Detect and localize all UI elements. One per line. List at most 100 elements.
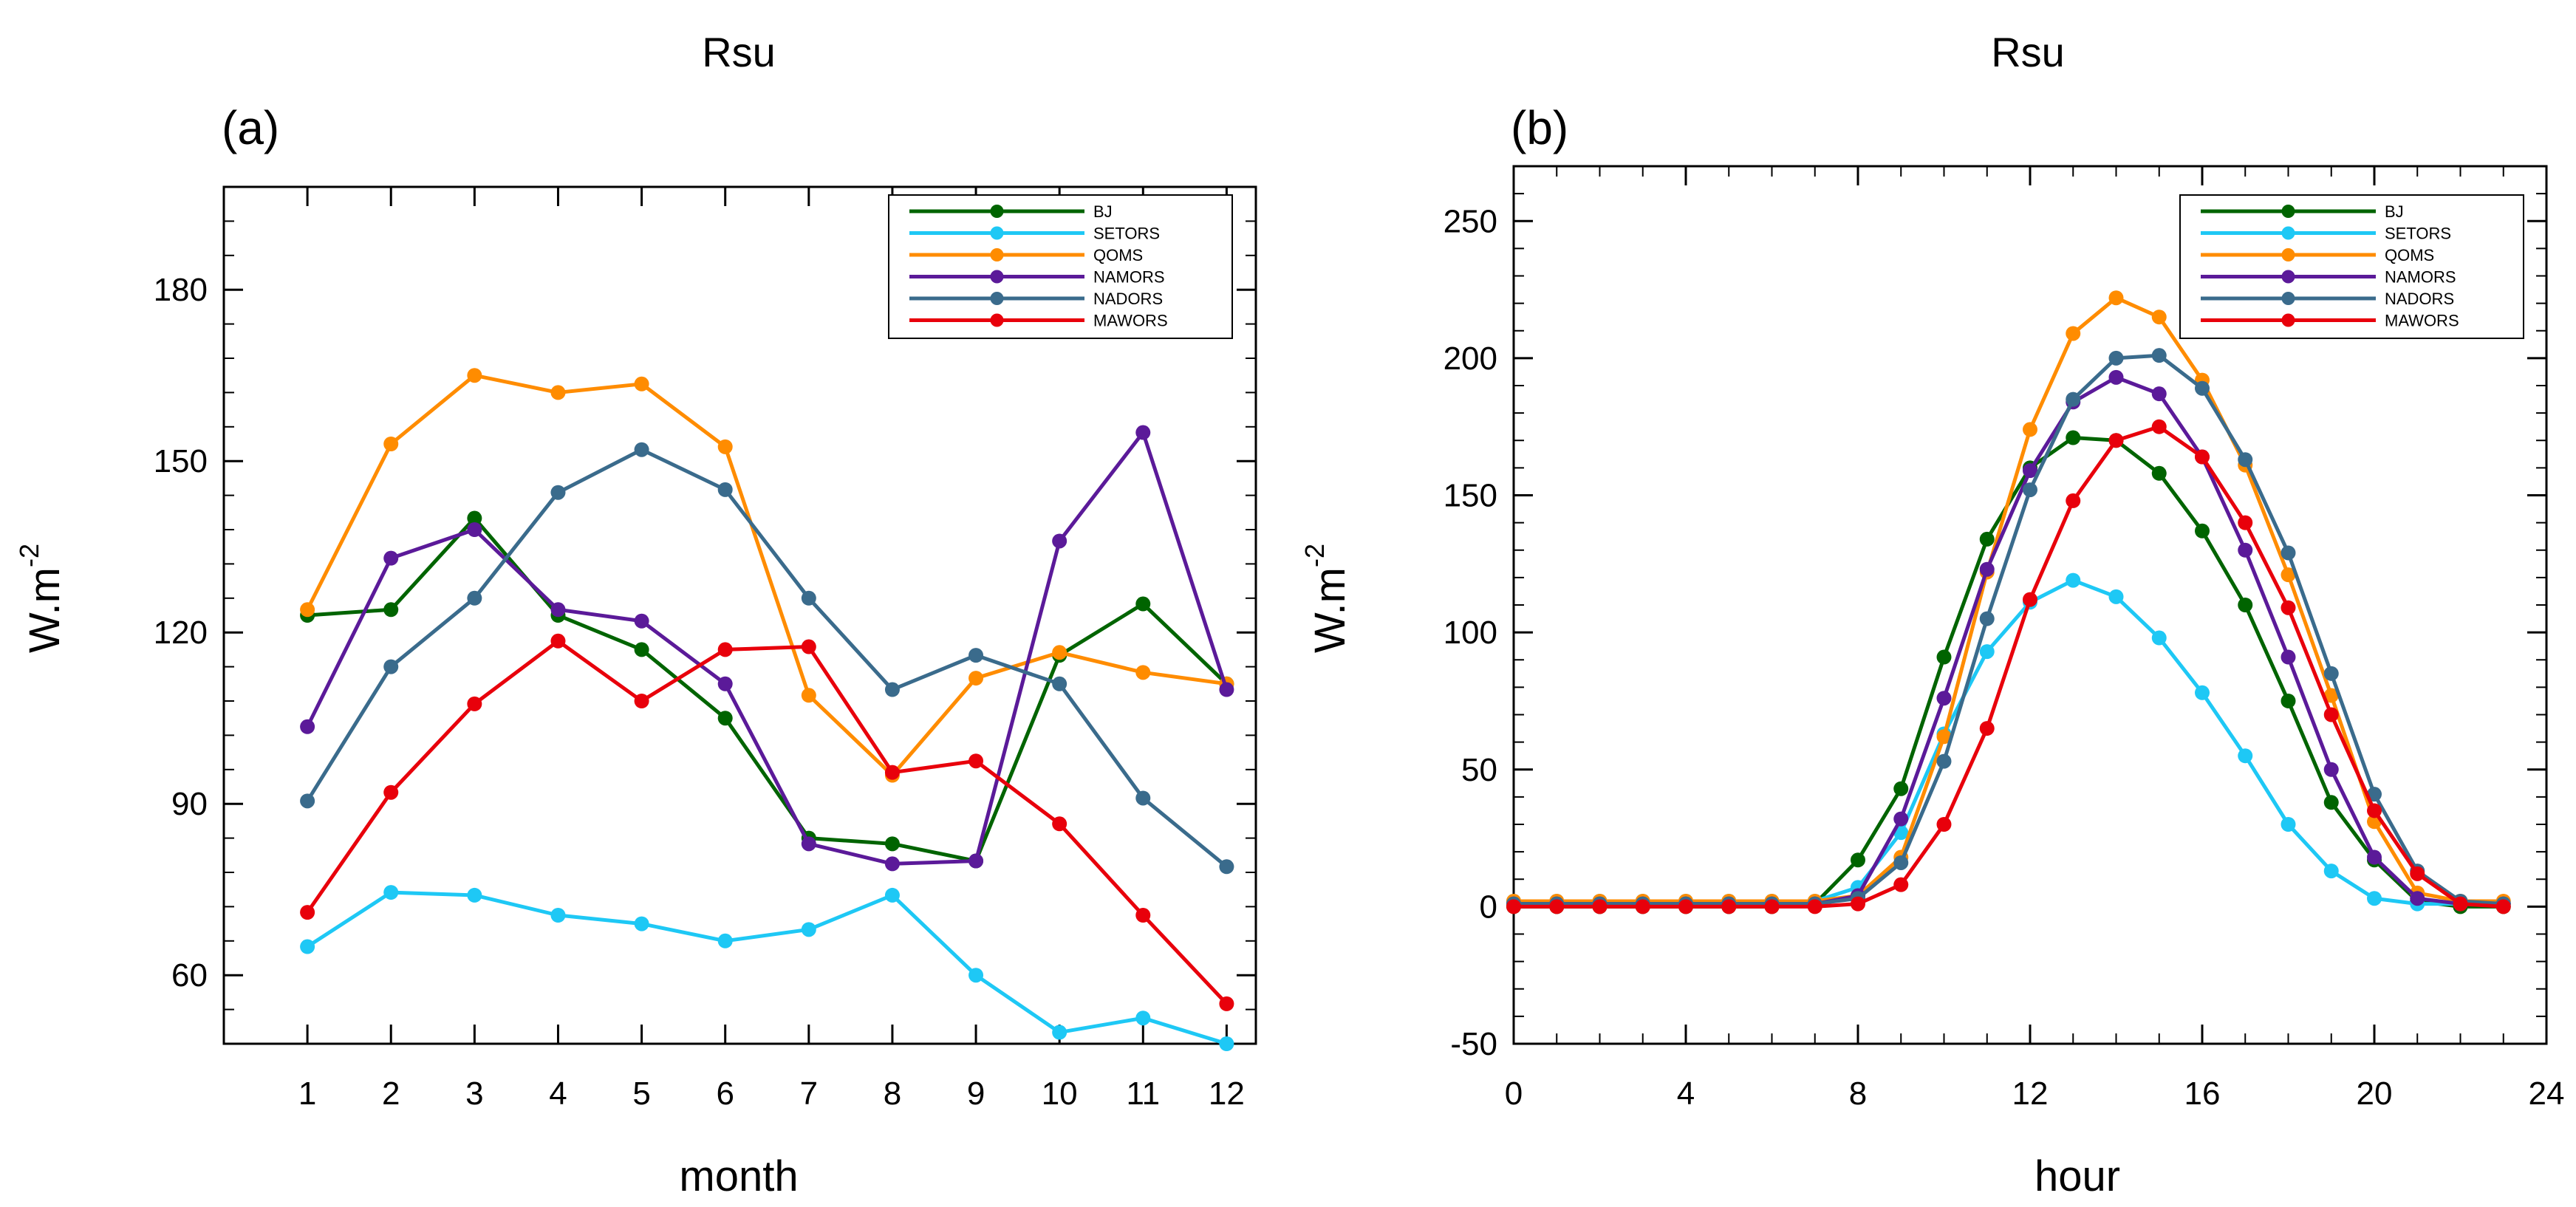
legend-marker-namors	[990, 270, 1004, 284]
data-point	[2323, 864, 2339, 879]
data-point	[1678, 899, 1693, 914]
y-tick-label: 90	[171, 786, 208, 822]
legend-label-mawors: MAWORS	[1093, 312, 1168, 330]
data-point	[383, 784, 399, 800]
data-point	[300, 602, 315, 618]
series-line-qoms	[1514, 295, 2504, 903]
x-tick-label: 12	[1209, 1076, 1245, 1112]
series-line-mawors	[306, 639, 1229, 1005]
series-mawors	[300, 633, 1234, 1011]
y-tick-label: 150	[154, 443, 208, 479]
data-point	[801, 639, 816, 654]
data-point	[2281, 817, 2296, 832]
y-tick-label: 60	[171, 957, 208, 994]
data-point	[2066, 493, 2081, 508]
y-tick-label: 200	[1444, 341, 1497, 377]
x-tick-label: 8	[1849, 1076, 1867, 1112]
data-point	[1979, 531, 1995, 547]
series-qoms	[300, 368, 1234, 783]
data-point	[2023, 592, 2037, 607]
data-point	[1592, 899, 1608, 914]
data-point	[2151, 310, 2167, 325]
data-point	[2108, 589, 2124, 604]
y-tick-label: 50	[1461, 752, 1497, 788]
x-tick-label: 7	[800, 1076, 818, 1112]
data-point	[1979, 561, 1995, 577]
data-point	[1721, 899, 1737, 914]
data-point	[1936, 729, 1952, 745]
series-line-namors	[305, 431, 1229, 866]
data-point	[1893, 855, 1909, 870]
legend-marker-nadors	[990, 292, 1004, 305]
data-point	[1893, 781, 1909, 796]
x-tick-label: 16	[2184, 1076, 2221, 1112]
data-point	[2238, 598, 2253, 612]
data-point	[1936, 649, 1952, 665]
data-point	[634, 642, 649, 657]
data-point	[1936, 691, 1952, 706]
legend-label-bj: BJ	[2385, 202, 2404, 221]
data-point	[1135, 790, 1151, 806]
data-point	[2151, 630, 2167, 646]
data-point	[634, 613, 649, 629]
data-point	[1893, 877, 1909, 892]
data-point	[383, 659, 399, 674]
data-point	[2238, 452, 2253, 468]
y-tick-label: -50	[1450, 1026, 1497, 1062]
data-point	[884, 856, 900, 872]
data-point	[467, 368, 482, 383]
y-tick-label: 100	[1444, 615, 1497, 651]
data-point	[1936, 753, 1952, 769]
legend-marker-mawors	[990, 313, 1004, 327]
series-mawors	[1506, 419, 2511, 914]
data-point	[968, 671, 984, 686]
data-point	[968, 753, 984, 769]
data-point	[383, 885, 399, 900]
legend-box	[888, 194, 1233, 339]
panel-b-y-axis-title-base: W.m	[1306, 567, 1354, 653]
data-point	[801, 590, 816, 606]
series-qoms	[1506, 290, 2511, 909]
data-point	[968, 648, 984, 663]
data-point	[1851, 852, 1865, 868]
legend-label-mawors: MAWORS	[2385, 312, 2459, 330]
x-tick-label: 0	[1505, 1076, 1523, 1112]
data-point	[550, 385, 566, 400]
series-line-setors	[306, 890, 1228, 1046]
legend-label-bj: BJ	[1093, 202, 1113, 221]
data-point	[2323, 707, 2339, 722]
panel-b-legend: BJ SETORS QOMS NAMORS NADORS MAWORS	[2179, 194, 2524, 339]
data-point	[2495, 899, 2511, 914]
data-point	[2108, 433, 2124, 448]
panel-b-y-axis-title-exponent: -2	[1299, 544, 1330, 567]
legend-label-namors: NAMORS	[1093, 268, 1165, 287]
data-point	[1135, 596, 1151, 612]
data-point	[2023, 422, 2037, 437]
data-point	[717, 933, 733, 948]
data-point	[634, 916, 649, 931]
panel-a-y-axis-title: W.m-2	[14, 544, 69, 653]
data-point	[717, 439, 733, 454]
panel-a-monthly-chart: Rsu (a) W.m-2 month 1 2 3 4 5 6 7 8 9 10 11 1260901…	[14, 29, 1257, 1200]
series-line-bj	[1514, 436, 2504, 909]
series-namors	[1506, 369, 2511, 912]
data-point	[300, 939, 315, 954]
data-point	[1851, 896, 1865, 912]
data-point	[2410, 866, 2425, 881]
data-point	[884, 765, 900, 780]
panel-a-legend: BJ SETORS QOMS NAMORS NADORS MAWORS	[888, 194, 1233, 339]
legend-marker-mawors	[2281, 313, 2295, 327]
series-namors	[300, 425, 1234, 872]
x-tick-label: 20	[2357, 1076, 2393, 1112]
data-point	[1979, 644, 1995, 660]
panel-a-x-axis-title: month	[679, 1152, 798, 1200]
data-point	[801, 688, 816, 703]
x-tick-label: 3	[465, 1076, 483, 1112]
data-point	[550, 485, 566, 500]
panel-a-plot-area: 1 2 3 4 5 6 7 8 9 10 11 126090120150180BJSETORSQOMS…	[154, 185, 1257, 1112]
data-point	[2195, 449, 2210, 465]
data-point	[717, 711, 733, 726]
data-point	[1979, 721, 1995, 736]
data-point	[2066, 430, 2081, 445]
